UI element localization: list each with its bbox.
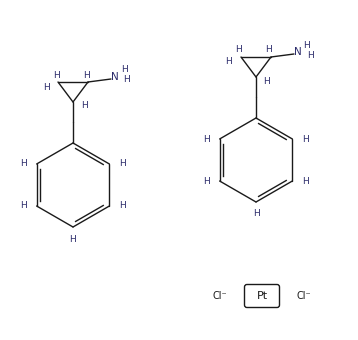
Text: Cl⁻: Cl⁻ [297,291,311,301]
Text: H: H [43,83,49,91]
Text: N: N [294,47,302,57]
Text: Pt: Pt [256,291,267,301]
Text: N: N [111,72,119,82]
Text: Cl⁻: Cl⁻ [213,291,227,301]
Text: H: H [236,46,242,54]
Text: H: H [203,135,210,143]
Text: H: H [306,51,313,59]
Text: H: H [302,135,309,143]
Text: H: H [304,40,310,50]
Text: H: H [69,235,76,243]
Text: H: H [20,159,27,169]
Text: H: H [121,66,127,74]
Text: H: H [226,57,232,67]
Text: H: H [302,176,309,186]
Text: H: H [20,202,27,210]
Text: H: H [53,70,59,80]
Text: H: H [81,102,87,110]
Text: H: H [83,70,90,80]
Text: H: H [119,202,126,210]
Text: H: H [203,176,210,186]
Text: H: H [263,76,270,85]
Text: H: H [119,159,126,169]
Text: H: H [124,75,130,85]
Text: H: H [253,209,260,219]
FancyBboxPatch shape [245,285,280,307]
Text: H: H [266,46,272,54]
